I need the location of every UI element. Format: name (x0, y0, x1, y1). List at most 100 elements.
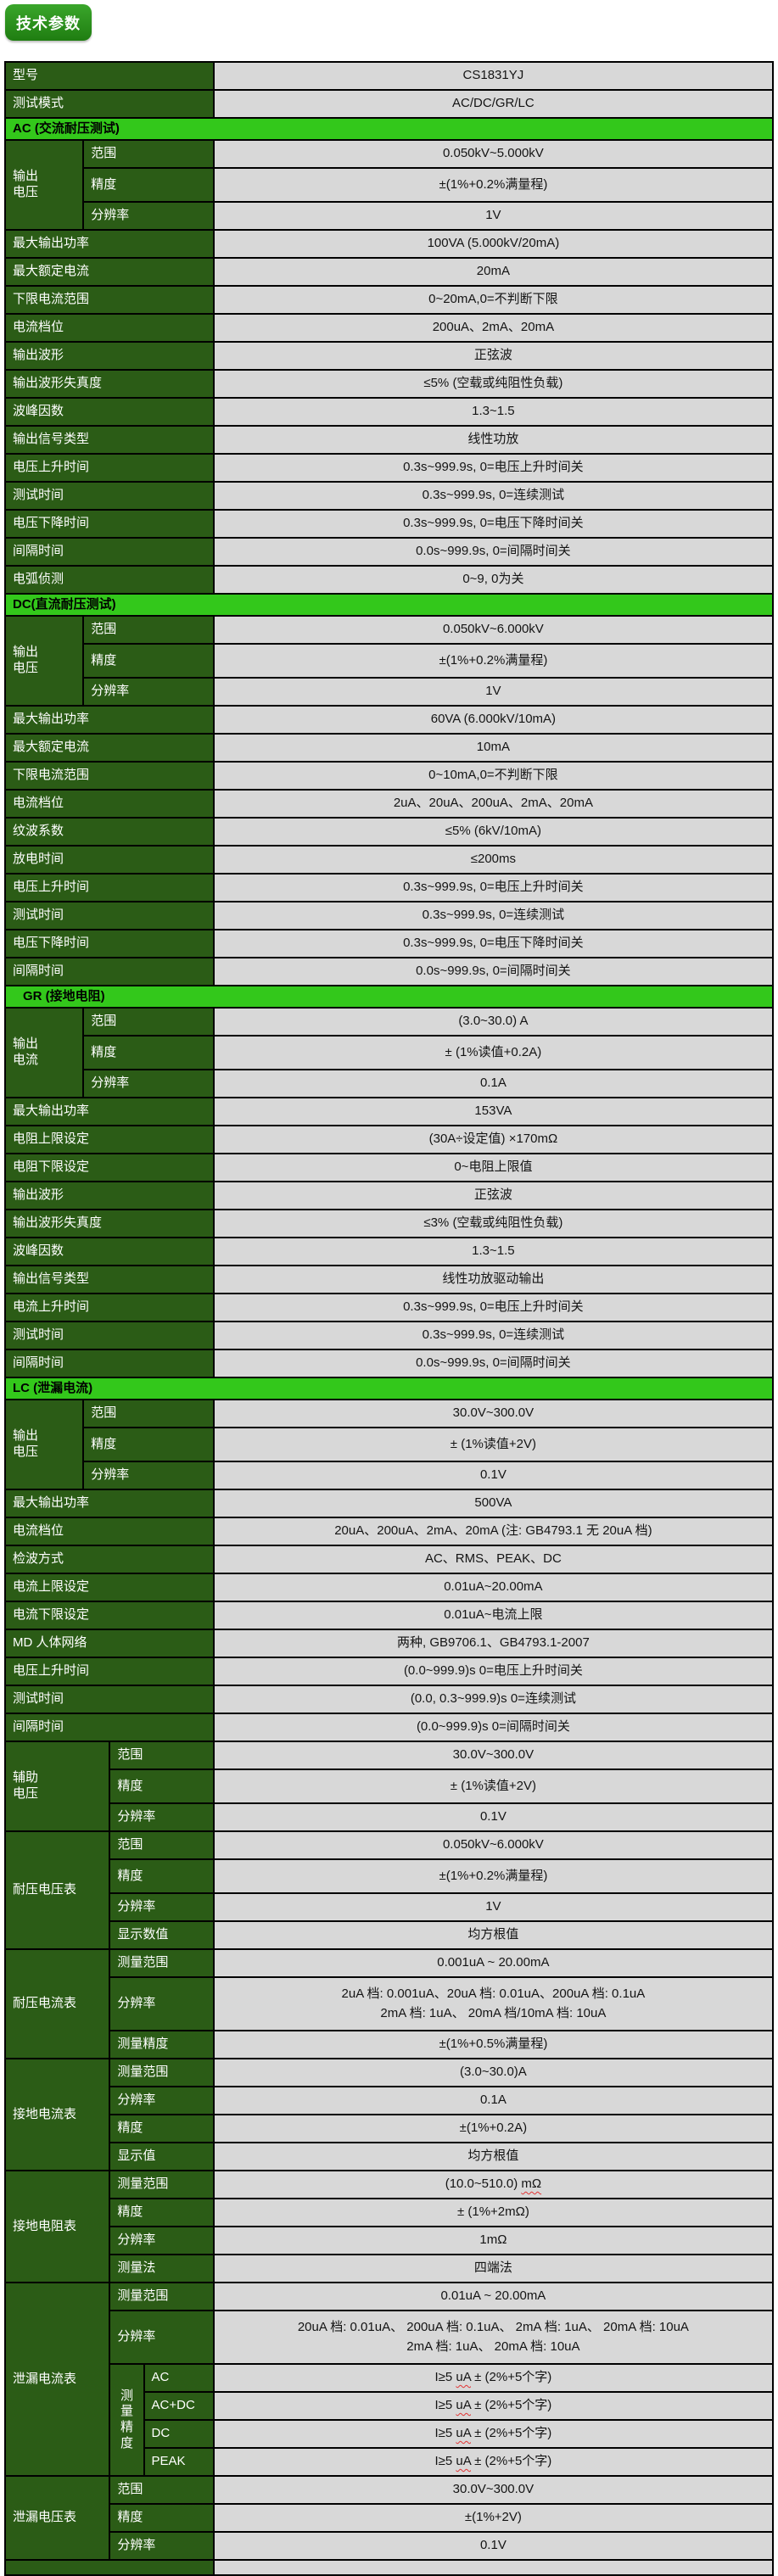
table-row: 泄漏电流表 测量范围 0.01uA ~ 20.00mA (3, 2282, 775, 2477)
spec-row-label: 输出波形 (4, 1181, 215, 1210)
spec-row-label: 输出波形失真度 (4, 1209, 215, 1238)
spec-row-value: 均方根值 (212, 2142, 775, 2171)
sub-row-label: 分辨率 (109, 2531, 215, 2561)
spec-row-label: 输出信号类型 (4, 425, 215, 455)
value-text: I≥5 (434, 2370, 456, 2385)
table-row: 输出波形失真度 ≤5% (空载或纯阻性负载) (4, 369, 775, 399)
spec-row-value: 0.3s~999.9s, 0=电压下降时间关 (212, 509, 775, 539)
sub-row-label: 分辨率 (109, 1802, 215, 1832)
spec-row-value: ≤200ms (212, 845, 775, 874)
table-row: 测试时间 0.3s~999.9s, 0=连续测试 (4, 481, 775, 511)
group-label: 辅助 电压 (3, 1741, 111, 1832)
spec-row-label: 电压上升时间 (4, 873, 215, 902)
table-row: 下限电流范围 0~10mA,0=不判断下限 (4, 761, 775, 791)
table-row: 输出信号类型 线性功放 (4, 425, 775, 455)
table-row: PEAK I≥5 uA ± (2%+5个字) (5, 2447, 775, 2477)
group-label: 耐压电流表 (3, 1948, 111, 2059)
spec-row-value: ±(1%+0.2%满量程) (212, 1858, 775, 1894)
group-label: 输出 电流 (3, 1007, 85, 1098)
table-row: AC+DC I≥5 uA ± (2%+5个字) (5, 2391, 775, 2421)
spec-row-value: 0.0s~999.9s, 0=间隔时间关 (212, 1349, 775, 1378)
table-row: 测试时间 0.3s~999.9s, 0=连续测试 (4, 901, 775, 930)
spec-row-value: (3.0~30.0)A (212, 2058, 775, 2087)
spec-row-label: 放电时间 (4, 845, 215, 874)
value-text: ± (2%+5个字) (470, 2454, 552, 2469)
spellcheck-squiggle-text: uA (456, 2398, 471, 2413)
spec-row-value: 30.0V~300.0V (212, 1741, 775, 1770)
spec-row-label: 最大额定电流 (4, 733, 215, 763)
spec-row-value: 500VA (212, 1489, 775, 1518)
sub-row-label: 范围 (82, 1399, 215, 1428)
vertical-group-label: 测 量 精 度 (109, 2363, 145, 2477)
table-row: 泄漏电压表 范围 30.0V~300.0V (3, 2475, 775, 2561)
table-row: 电弧侦测 0~9, 0为关 (4, 565, 775, 595)
value-text: ± (2%+5个字) (470, 2370, 552, 2385)
spec-row-label: 电流档位 (4, 1517, 215, 1546)
sub-row-label: 分辨率 (82, 677, 215, 707)
spec-row-value: 1mΩ (212, 2226, 775, 2255)
spec-row-value: 0.0s~999.9s, 0=间隔时间关 (212, 537, 775, 567)
spec-row-label: 间隔时间 (4, 957, 215, 986)
table-row: 分辨率 2uA 档: 0.001uA、20uA 档: 0.01uA、200uA 档… (5, 1976, 775, 2031)
spec-row-label (4, 2559, 215, 2576)
spec-row-value: (30A÷设定值) ×170mΩ (212, 1125, 775, 1154)
spec-row-value: CS1831YJ (212, 61, 775, 91)
spec-row-label: 电流档位 (4, 313, 215, 343)
sub-row-label: AC (143, 2363, 215, 2393)
spec-row-value: 0~电阻上限值 (212, 1153, 775, 1182)
table-row: 显示值 均方根值 (5, 2142, 775, 2171)
spec-row-value: (3.0~30.0) A (212, 1007, 775, 1037)
table-row: 最大额定电流 10mA (4, 733, 775, 763)
table-row: MD 人体网络 两种, GB9706.1、GB4793.1-2007 (4, 1629, 775, 1658)
table-row: 分辨率 0.1V (5, 1802, 775, 1832)
spec-table: 型号 CS1831YJ 测试模式 AC/DC/GR/LC AC (交流耐压测试) 输出 电… (3, 61, 775, 2576)
table-row: 电压上升时间 0.3s~999.9s, 0=电压上升时间关 (4, 453, 775, 483)
table-row: 输出 电压 范围 0.050kV~5.000kV (3, 139, 775, 231)
table-row: 精度 ± (1%读值+2V) (5, 1769, 775, 1804)
spec-row-label: 波峰因数 (4, 1237, 215, 1266)
table-row: 下限电流范围 0~20mA,0=不判断下限 (4, 285, 775, 315)
table-row: 测量精度 ±(1%+0.5%满量程) (5, 2030, 775, 2059)
table-row: 输出 电流 范围 (3.0~30.0) A (3, 1007, 775, 1098)
table-row: 分辨率 1mΩ (5, 2226, 775, 2255)
spec-row-label: 检波方式 (4, 1545, 215, 1574)
spec-row-value: 100VA (5.000kV/20mA) (212, 229, 775, 259)
table-row: DC(直流耐压测试) (4, 593, 774, 617)
spec-row-value: 0.01uA~电流上限 (212, 1601, 775, 1630)
spec-row-value: 0~10mA,0=不判断下限 (212, 761, 775, 791)
spec-row-label: 间隔时间 (4, 1713, 215, 1742)
spec-row-value: I≥5 uA ± (2%+5个字) (212, 2419, 775, 2449)
sub-row-label: 精度 (82, 643, 215, 679)
spec-row-value: 线性功放 (212, 425, 775, 455)
spec-row-value: 0.001uA ~ 20.00mA (212, 1948, 775, 1978)
value-text: I≥5 (434, 2454, 456, 2469)
sub-row-label: 范围 (82, 139, 215, 169)
table-row: 电压下降时间 0.3s~999.9s, 0=电压下降时间关 (4, 509, 775, 539)
table-row: 输出波形 正弦波 (4, 341, 775, 371)
spec-row-label: 测试模式 (4, 89, 215, 119)
table-row: 接地电阻表 测量范围 (10.0~510.0) mΩ (3, 2170, 775, 2283)
spec-row-label: 最大输出功率 (4, 229, 215, 259)
value-text: ± (2%+5个字) (470, 2398, 552, 2413)
table-row: 输出信号类型 线性功放驱动输出 (4, 1265, 775, 1294)
sub-row-label: 精度 (82, 1035, 215, 1070)
spec-row-value: 0.3s~999.9s, 0=电压上升时间关 (212, 873, 775, 902)
spec-row-label: 电阻上限设定 (4, 1125, 215, 1154)
sub-row-label: 精度 (82, 1427, 215, 1462)
table-row: 波峰因数 1.3~1.5 (4, 1237, 775, 1266)
table-row: 最大输出功率 100VA (5.000kV/20mA) (4, 229, 775, 259)
value-line: 2uA 档: 0.001uA、20uA 档: 0.01uA、200uA 档: 0… (341, 1986, 646, 2001)
sub-row-label: 分辨率 (82, 1461, 215, 1490)
spec-row-label: 下限电流范围 (4, 285, 215, 315)
spellcheck-squiggle-text: mΩ (521, 2176, 542, 2192)
section-header: AC (交流耐压测试) (4, 117, 774, 141)
spec-row-value: 四端法 (212, 2254, 775, 2283)
spec-row-value: 正弦波 (212, 1181, 775, 1210)
table-row: 分辨率 0.1A (5, 1069, 775, 1098)
spec-row-value: 0.3s~999.9s, 0=连续测试 (212, 481, 775, 511)
table-row: 分辨率 20uA 档: 0.01uA、 200uA 档: 0.1uA、 2mA 档… (5, 2310, 775, 2365)
spec-row-value: ±(1%+0.5%满量程) (212, 2030, 775, 2059)
table-row: 精度 ±(1%+0.2%满量程) (5, 1858, 775, 1894)
table-row: 测试时间 0.3s~999.9s, 0=连续测试 (4, 1321, 775, 1350)
spec-row-label: 电压下降时间 (4, 929, 215, 958)
